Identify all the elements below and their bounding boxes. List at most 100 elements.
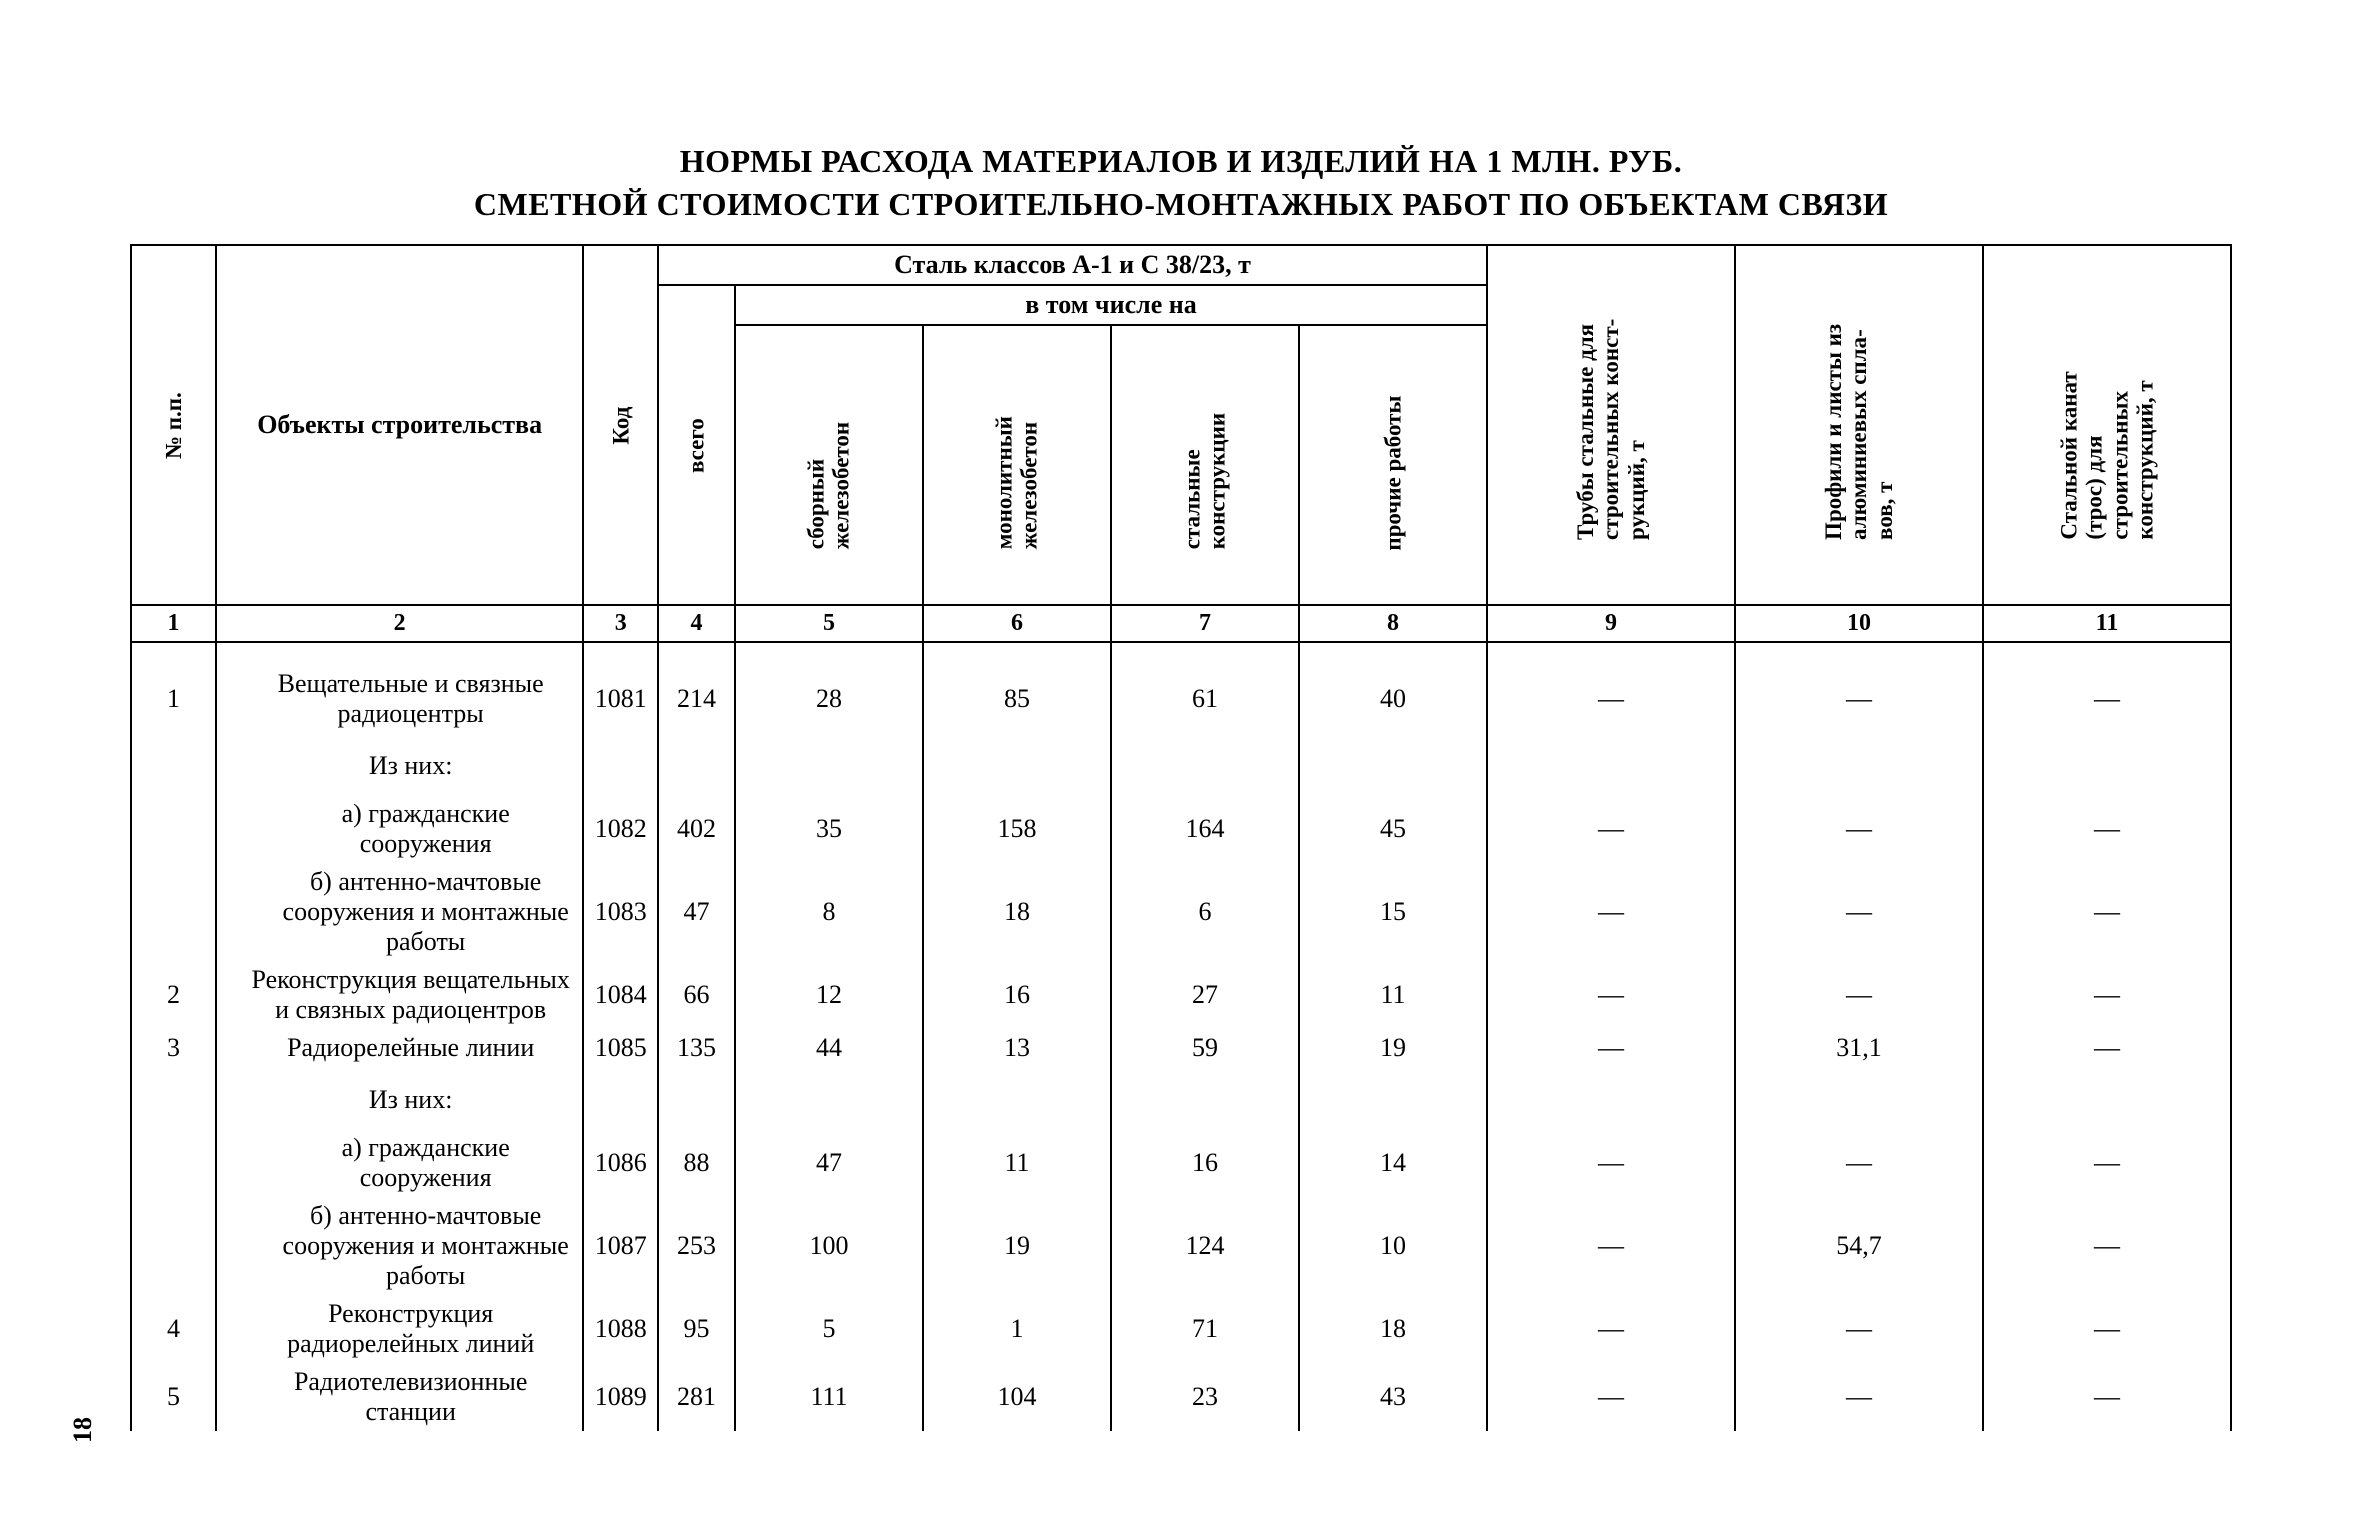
table-cell: — (1735, 1363, 1983, 1431)
header-col-10: Профили и листы из алюминиевых спла­вов,… (1735, 245, 1983, 605)
table-cell: — (1735, 863, 1983, 961)
table-row: б) антенно-мачтовые сооружения и монтаж­… (131, 863, 2231, 961)
table-cell: 1082 (583, 795, 658, 863)
header-col-9: Трубы стальные для строительных конст­ру… (1487, 245, 1735, 605)
table-cell (583, 1067, 658, 1129)
table-cell (1487, 1067, 1735, 1129)
header-col-7: стальные конструкции (1111, 325, 1299, 605)
table-cell: 104 (923, 1363, 1111, 1431)
table-cell: 10 (1299, 1197, 1487, 1295)
colnum-8: 8 (1299, 605, 1487, 642)
colnum-3: 3 (583, 605, 658, 642)
header-col-6: монолитный железобетон (923, 325, 1111, 605)
table-cell: — (1983, 1029, 2231, 1067)
table-cell (658, 1067, 735, 1129)
table-cell: 19 (923, 1197, 1111, 1295)
table-cell: — (1983, 642, 2231, 733)
table-cell: 1087 (583, 1197, 658, 1295)
table-cell: 281 (658, 1363, 735, 1431)
table-cell (131, 1067, 216, 1129)
table-row: 1Вещательные и связные радиоцентры108121… (131, 642, 2231, 733)
table-row: 5Радиотелевизионные станции1089281111104… (131, 1363, 2231, 1431)
header-col-5: сборный железобетон (735, 325, 923, 605)
title-line-2: СМЕТНОЙ СТОИМОСТИ СТРОИТЕЛЬНО-МОНТАЖНЫХ … (474, 186, 1888, 222)
table-row: Из них: (131, 1067, 2231, 1129)
table-cell: — (1487, 642, 1735, 733)
table-cell: 15 (1299, 863, 1487, 961)
table-cell: 54,7 (1735, 1197, 1983, 1295)
header-group-steel: Сталь классов А-1 и С 38/23, т (658, 245, 1487, 285)
title-line-1: НОРМЫ РАСХОДА МАТЕРИАЛОВ И ИЗДЕЛИЙ НА 1 … (680, 143, 1682, 179)
table-cell: Радиорелейные линии (216, 1029, 584, 1067)
table-cell: — (1735, 642, 1983, 733)
table-cell: 402 (658, 795, 735, 863)
header-col-1: № п.п. (131, 245, 216, 605)
table-cell: 135 (658, 1029, 735, 1067)
header-col-8: прочие работы (1299, 325, 1487, 605)
colnum-4: 4 (658, 605, 735, 642)
table-cell: — (1983, 1129, 2231, 1197)
table-cell: Реконструкция вещательных и связных ради… (216, 961, 584, 1029)
table-cell (1299, 1067, 1487, 1129)
table-cell: 4 (131, 1295, 216, 1363)
table-cell (1111, 1067, 1299, 1129)
table-cell: 124 (1111, 1197, 1299, 1295)
table-body: 1Вещательные и связные радиоцентры108121… (131, 642, 2231, 1431)
colnum-10: 10 (1735, 605, 1983, 642)
table-cell: 43 (1299, 1363, 1487, 1431)
table-cell: 23 (1111, 1363, 1299, 1431)
table-cell: 253 (658, 1197, 735, 1295)
table-cell (735, 733, 923, 795)
table-cell (1487, 733, 1735, 795)
table-cell: — (1735, 795, 1983, 863)
table-cell (1299, 733, 1487, 795)
table-cell: 14 (1299, 1129, 1487, 1197)
table-cell (923, 1067, 1111, 1129)
table-cell (131, 1197, 216, 1295)
table-cell (131, 863, 216, 961)
table-cell (583, 733, 658, 795)
table-cell: 16 (923, 961, 1111, 1029)
table-cell: — (1983, 1295, 2231, 1363)
table-cell: 12 (735, 961, 923, 1029)
table-cell: 1 (923, 1295, 1111, 1363)
table-cell: — (1735, 1295, 1983, 1363)
table-row: а) гражданские сооружения108240235158164… (131, 795, 2231, 863)
table-row: 2Реконструкция вещательных и связных рад… (131, 961, 2231, 1029)
table-cell: 16 (1111, 1129, 1299, 1197)
table-cell: б) антенно-мачтовые сооружения и монтаж­… (216, 863, 584, 961)
table-cell: 1086 (583, 1129, 658, 1197)
table-cell: 59 (1111, 1029, 1299, 1067)
header-col-3: Код (583, 245, 658, 605)
table-cell (735, 1067, 923, 1129)
table-cell (131, 795, 216, 863)
table-cell: — (1983, 795, 2231, 863)
table-cell: 45 (1299, 795, 1487, 863)
table-row: 3Радиорелейные линии108513544135919—31,1… (131, 1029, 2231, 1067)
table-cell: — (1487, 863, 1735, 961)
table-cell: 164 (1111, 795, 1299, 863)
table-cell: — (1487, 795, 1735, 863)
table-cell: 31,1 (1735, 1029, 1983, 1067)
table-cell: — (1983, 1363, 2231, 1431)
table-cell: 1083 (583, 863, 658, 961)
table-cell: 47 (735, 1129, 923, 1197)
table-cell: — (1487, 1295, 1735, 1363)
colnum-1: 1 (131, 605, 216, 642)
table-cell: 11 (923, 1129, 1111, 1197)
table-row: 4Реконструкция радиорелейных линий108895… (131, 1295, 2231, 1363)
table-cell (1735, 733, 1983, 795)
table-cell: 11 (1299, 961, 1487, 1029)
table-cell: — (1487, 1197, 1735, 1295)
table-cell: — (1487, 1363, 1735, 1431)
table-cell: Радиотелевизионные станции (216, 1363, 584, 1431)
table-cell: — (1487, 1129, 1735, 1197)
header-col-2: Объекты строительства (216, 245, 584, 605)
table-cell: Реконструкция радиорелейных линий (216, 1295, 584, 1363)
table-cell: 3 (131, 1029, 216, 1067)
table-cell: 95 (658, 1295, 735, 1363)
table-cell: 18 (1299, 1295, 1487, 1363)
table-cell: — (1735, 961, 1983, 1029)
table-cell: — (1735, 1129, 1983, 1197)
table-cell: 1089 (583, 1363, 658, 1431)
